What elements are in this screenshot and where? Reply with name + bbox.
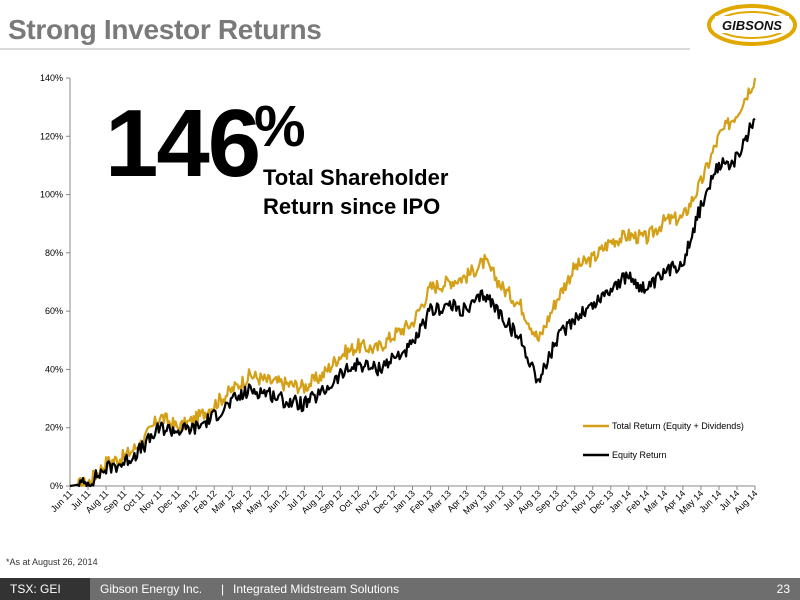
headline-number: 146: [105, 90, 261, 197]
total-return-line: [69, 77, 757, 488]
y-tick-label: 120%: [40, 131, 63, 141]
gibsons-logo: GIBSONS: [707, 4, 797, 46]
y-tick-label: 60%: [45, 306, 63, 316]
chart-legend: Total Return (Equity + Dividends) Equity …: [583, 421, 744, 460]
y-tick-label: 40%: [45, 364, 63, 374]
headline-caption-line1: Total Shareholder: [263, 165, 449, 190]
logo-ring: [707, 4, 797, 46]
legend-label: Total Return (Equity + Dividends): [612, 421, 744, 431]
x-tick-label: Jun 11: [49, 488, 75, 514]
y-axis-ticks: 0% 20% 40% 60% 80% 100% 120% 140%: [40, 73, 70, 491]
footnote: *As at August 26, 2014: [6, 557, 98, 567]
y-tick-label: 100%: [40, 190, 63, 200]
logo-text: GIBSONS: [722, 18, 782, 33]
headline-caption: Total Shareholder Return since IPO: [263, 164, 503, 221]
footer-tagline: Integrated Midstream Solutions: [233, 582, 400, 596]
chart-series: [69, 77, 757, 488]
equity-return-line: [69, 117, 756, 488]
slide-title: Strong Investor Returns: [8, 14, 322, 45]
legend-label: Equity Return: [612, 450, 667, 460]
y-tick-label: 20%: [45, 423, 63, 433]
footer-company: Gibson Energy Inc.: [100, 582, 203, 596]
footer-bar: TSX: GEI Gibson Energy Inc. | Integrated…: [0, 578, 800, 600]
y-tick-label: 80%: [45, 248, 63, 258]
y-tick-label: 140%: [40, 73, 63, 83]
title-divider: [0, 48, 690, 50]
headline-percent-sign: %: [254, 94, 306, 159]
footer-separator: |: [221, 582, 225, 596]
footer-ticker: TSX: GEI: [0, 578, 90, 600]
y-tick-label: 0%: [50, 481, 63, 491]
page-number: 23: [776, 582, 790, 596]
headline-caption-line2: Return since IPO: [263, 193, 441, 219]
